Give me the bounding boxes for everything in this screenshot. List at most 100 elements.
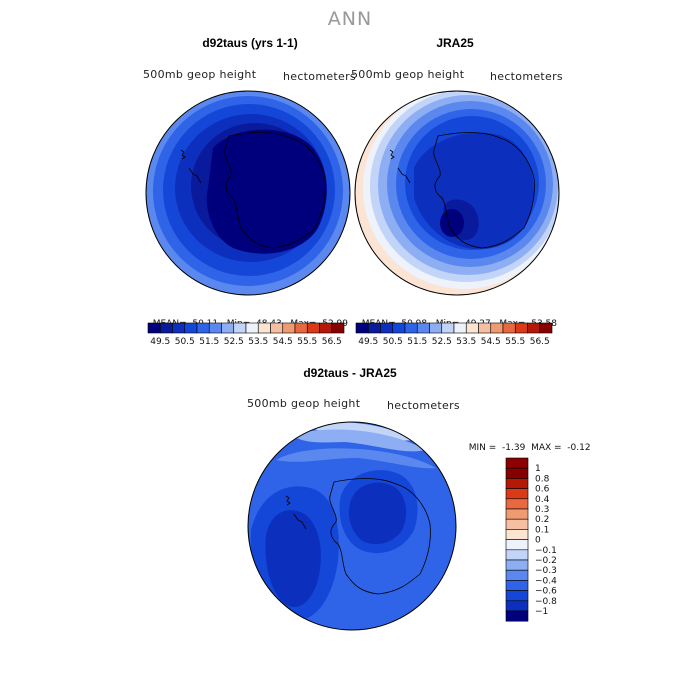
panel-1-map — [145, 90, 351, 296]
panel-3-colorbar-box — [505, 569, 529, 581]
panel-3-island-outline — [285, 495, 291, 506]
panel-2-colorbar-box — [514, 322, 528, 334]
panel-3-colorbar-box — [505, 529, 529, 540]
panel-3-field-label: 500mb geop height — [247, 397, 361, 410]
panel-2-colorbar-tick-label: 54.5 — [481, 337, 501, 347]
panel-2-title: JRA25 — [436, 36, 474, 50]
panel-2-colorbar-tick-label: 49.5 — [358, 337, 378, 347]
panel-2-colorbar-box — [465, 322, 479, 334]
panel-2-colorbar-box — [453, 322, 467, 334]
panel-3-peninsula-outline — [293, 513, 307, 530]
panel-3-colorbar-tick-label: 0.3 — [535, 505, 549, 515]
panel-2-colorbar-tick-label: 51.5 — [407, 337, 427, 347]
panel-1-field-label: 500mb geop height — [143, 68, 257, 81]
panel-1-colorbar-box — [245, 322, 259, 334]
panel-3-colorbar-box — [505, 508, 529, 520]
panel-2-colorbar-tick-label: 50.5 — [383, 337, 403, 347]
panel-3-colorbar-tick-label: 0.6 — [535, 485, 550, 495]
panel-1-colorbar-tick-label: 56.5 — [322, 337, 342, 347]
panel-2-map-border — [354, 90, 560, 296]
panel-1-peninsula-outline — [188, 167, 202, 184]
panel-2-contour-core — [440, 209, 464, 237]
panel-3-colorbar-tick-label: −0.1 — [535, 546, 557, 556]
panel-1-colorbar-box — [282, 322, 296, 334]
panel-2-colorbar-tick-label: 52.5 — [432, 337, 452, 347]
panel-1-colorbar-box — [306, 322, 320, 334]
panel-2-colorbar-tick-label: 53.5 — [456, 337, 476, 347]
panel-2-colorbar-tick-label: 55.5 — [505, 337, 525, 347]
panel-1-colorbar-tick-label: 49.5 — [150, 337, 170, 347]
panel-2-colorbar-box — [478, 322, 492, 334]
panel-3-colorbar-box — [505, 478, 529, 489]
panel-2-colorbar-box — [392, 322, 406, 334]
panel-1-island-outline — [180, 149, 186, 160]
panel-2-peninsula-outline — [397, 167, 411, 184]
panel-1-colorbar-tick-label: 54.5 — [273, 337, 293, 347]
panel-3-min-label: MIN = — [468, 443, 497, 453]
panel-1-map-border — [145, 90, 351, 296]
panel-2-colorbar-box — [355, 322, 369, 334]
panel-3-colorbar-tick-label: 0 — [535, 536, 541, 546]
panel-2-antarctica-outline — [433, 132, 535, 249]
panel-3-colorbar-tick-label: −1 — [535, 607, 548, 617]
panel-3-colorbar-box — [505, 518, 529, 530]
panel-3-map — [247, 421, 457, 631]
panel-3-colorbar-box — [505, 580, 529, 591]
panel-1-colorbar: 49.5 50.5 51.5 52.5 53.5 54.5 55.5 56.5 — [147, 322, 345, 347]
panel-1-colorbar-box — [233, 322, 247, 334]
panel-2-field-label: 500mb geop height — [351, 68, 465, 81]
panel-1-colorbar-tick-label: 51.5 — [199, 337, 219, 347]
panel-1-colorbar-box — [172, 322, 186, 334]
panel-3-colorbar-tick-label: 0.1 — [535, 525, 549, 535]
panel-3-map-border — [247, 421, 457, 631]
panel-2-colorbar-box — [490, 322, 504, 334]
panel-3-colorbar-tick-label: 0.2 — [535, 515, 549, 525]
panel-2-colorbar-box — [404, 322, 418, 334]
panel-1-colorbar-box — [147, 322, 161, 334]
panel-1-colorbar-box — [184, 322, 198, 334]
panel-2-island-outline — [389, 149, 395, 160]
panel-3-title: d92taus - JRA25 — [303, 366, 397, 380]
page-title: ANN — [327, 8, 373, 30]
panel-3-colorbar-tick-label: 0.4 — [535, 495, 550, 505]
panel-3-max-value: -0.12 — [567, 443, 591, 453]
panel-1-colorbar-tick-label: 52.5 — [224, 337, 244, 347]
panel-3-colorbar-tick-label: −0.8 — [535, 597, 557, 607]
panel-3-colorbar-box — [505, 590, 529, 602]
panel-1-colorbar-tick-label: 50.5 — [175, 337, 195, 347]
panel-2-map — [354, 90, 560, 296]
panel-1-colorbar-box — [331, 322, 345, 334]
panel-2-units-label: hectometers — [490, 70, 563, 83]
panel-3-colorbar-tick-label: −0.4 — [535, 576, 557, 586]
panel-3-colorbar-box — [505, 539, 529, 551]
panel-3-contour-right-low — [348, 482, 407, 545]
panel-3-colorbar-tick-label: −0.2 — [535, 556, 557, 566]
panel-2-colorbar-box — [429, 322, 443, 334]
panel-3-colorbar-tick-label: −0.6 — [535, 587, 557, 597]
panel-2-colorbar-box — [441, 322, 455, 334]
panel-1-antarctica-outline — [224, 132, 326, 249]
panel-2-colorbar-box — [539, 322, 553, 334]
panel-3-stats: MIN = -1.39 MAX = -0.12 — [463, 433, 591, 453]
panel-1-title: d92taus (yrs 1-1) — [202, 36, 298, 50]
panel-3-colorbar-tick-label: 1 — [535, 464, 541, 474]
panel-3-units-label: hectometers — [387, 399, 460, 412]
panel-1-colorbar-tick-label: 53.5 — [248, 337, 268, 347]
panel-3-colorbar: 10.80.60.40.30.20.10−0.1−0.2−0.3−0.4−0.6… — [505, 457, 557, 622]
panel-3-max-label: MAX = — [531, 443, 562, 453]
panel-3-colorbar-box — [505, 559, 529, 571]
panel-2-colorbar-box — [380, 322, 394, 334]
panel-1-colorbar-box — [208, 322, 222, 334]
panel-2-colorbar-box — [367, 322, 381, 334]
panel-3-contour-mid-band — [276, 448, 436, 469]
panel-1-colorbar-box — [221, 322, 235, 334]
panel-2-colorbar-box — [416, 322, 430, 334]
panel-2-colorbar-box — [502, 322, 516, 334]
panel-3-contour-light-band — [291, 429, 426, 452]
panel-3-colorbar-box — [505, 488, 529, 500]
panel-1-colorbar-box — [270, 322, 284, 334]
panel-3-colorbar-box — [505, 549, 529, 561]
panel-1-colorbar-box — [257, 322, 271, 334]
panel-2-colorbar: 49.5 50.5 51.5 52.5 53.5 54.5 55.5 56.5 — [355, 322, 553, 347]
panel-1-colorbar-box — [294, 322, 308, 334]
